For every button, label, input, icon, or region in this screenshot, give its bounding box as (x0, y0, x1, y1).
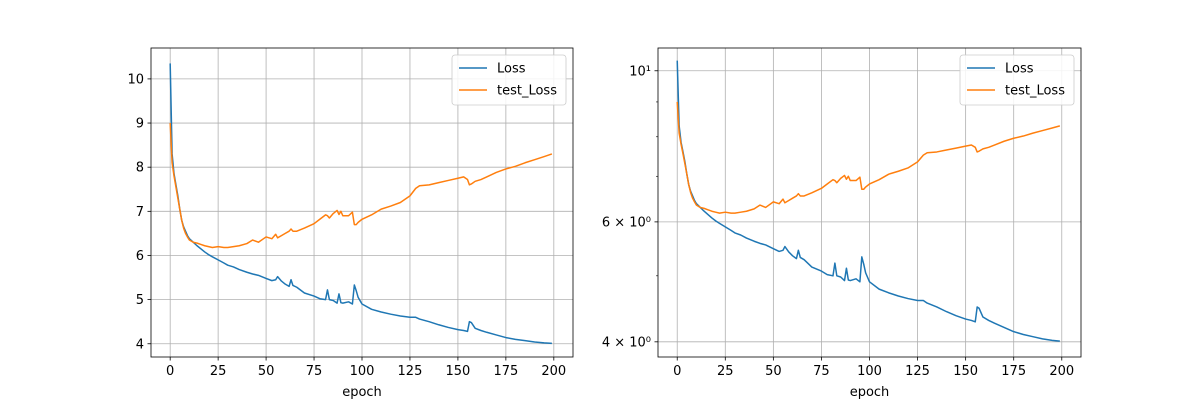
y-tick-label: 8 (136, 161, 144, 176)
legend: Loss test_Loss (451, 54, 567, 106)
y-tick-label: 6 × 10⁰ (602, 215, 651, 230)
x-tick-label: 125 (398, 364, 423, 379)
x-tick-label: 200 (1049, 364, 1074, 379)
y-tick-label: 4 (136, 337, 144, 352)
x-axis-label: epoch (342, 385, 382, 400)
y-tick-label: 7 (136, 205, 144, 220)
series-line-loss (169, 63, 552, 345)
legend-label: test_Loss (497, 84, 557, 99)
y-tick-label: 4 × 10⁰ (602, 335, 651, 350)
legend-label: Loss (1005, 62, 1034, 77)
x-tick-label: 25 (717, 364, 734, 379)
y-tick-label: 9 (136, 117, 144, 132)
series-line-test-loss (169, 123, 553, 249)
x-tick-label: 50 (258, 364, 275, 379)
x-tick-label: 150 (953, 364, 978, 379)
y-tick-label: 6 (136, 249, 144, 264)
x-tick-label: 175 (493, 364, 518, 379)
series-line-loss (676, 60, 1060, 342)
series-line-test-loss (676, 101, 1061, 214)
x-tick-label: 50 (765, 364, 782, 379)
x-tick-label: 25 (210, 364, 227, 379)
x-tick-label: 0 (673, 364, 681, 379)
x-tick-label: 100 (857, 364, 882, 379)
x-tick-label: 75 (306, 364, 323, 379)
x-tick-label: 175 (1001, 364, 1026, 379)
x-tick-label: 200 (541, 364, 566, 379)
legend: Loss test_Loss (959, 54, 1075, 106)
legend-label: Loss (497, 62, 526, 77)
legend-label: test_Loss (1005, 84, 1065, 99)
x-tick-label: 75 (813, 364, 830, 379)
chart-panel-2: 0 25 50 75 100 125 150 175 200 4 × 10⁰ 6 × 10⁰ 10¹ e… (602, 47, 1082, 400)
x-tick-label: 100 (350, 364, 375, 379)
y-tick-label: 10 (127, 72, 144, 87)
x-tick-label: 150 (445, 364, 470, 379)
x-tick-label: 125 (905, 364, 930, 379)
chart-panel-1: 0 25 50 75 100 125 150 175 200 4 5 6 7 8 9 10 epoch Loss t… (127, 47, 574, 400)
y-tick-label: 10¹ (629, 64, 651, 79)
x-axis-label: epoch (850, 385, 890, 400)
y-tick-label: 5 (136, 293, 144, 308)
x-tick-label: 0 (166, 364, 174, 379)
